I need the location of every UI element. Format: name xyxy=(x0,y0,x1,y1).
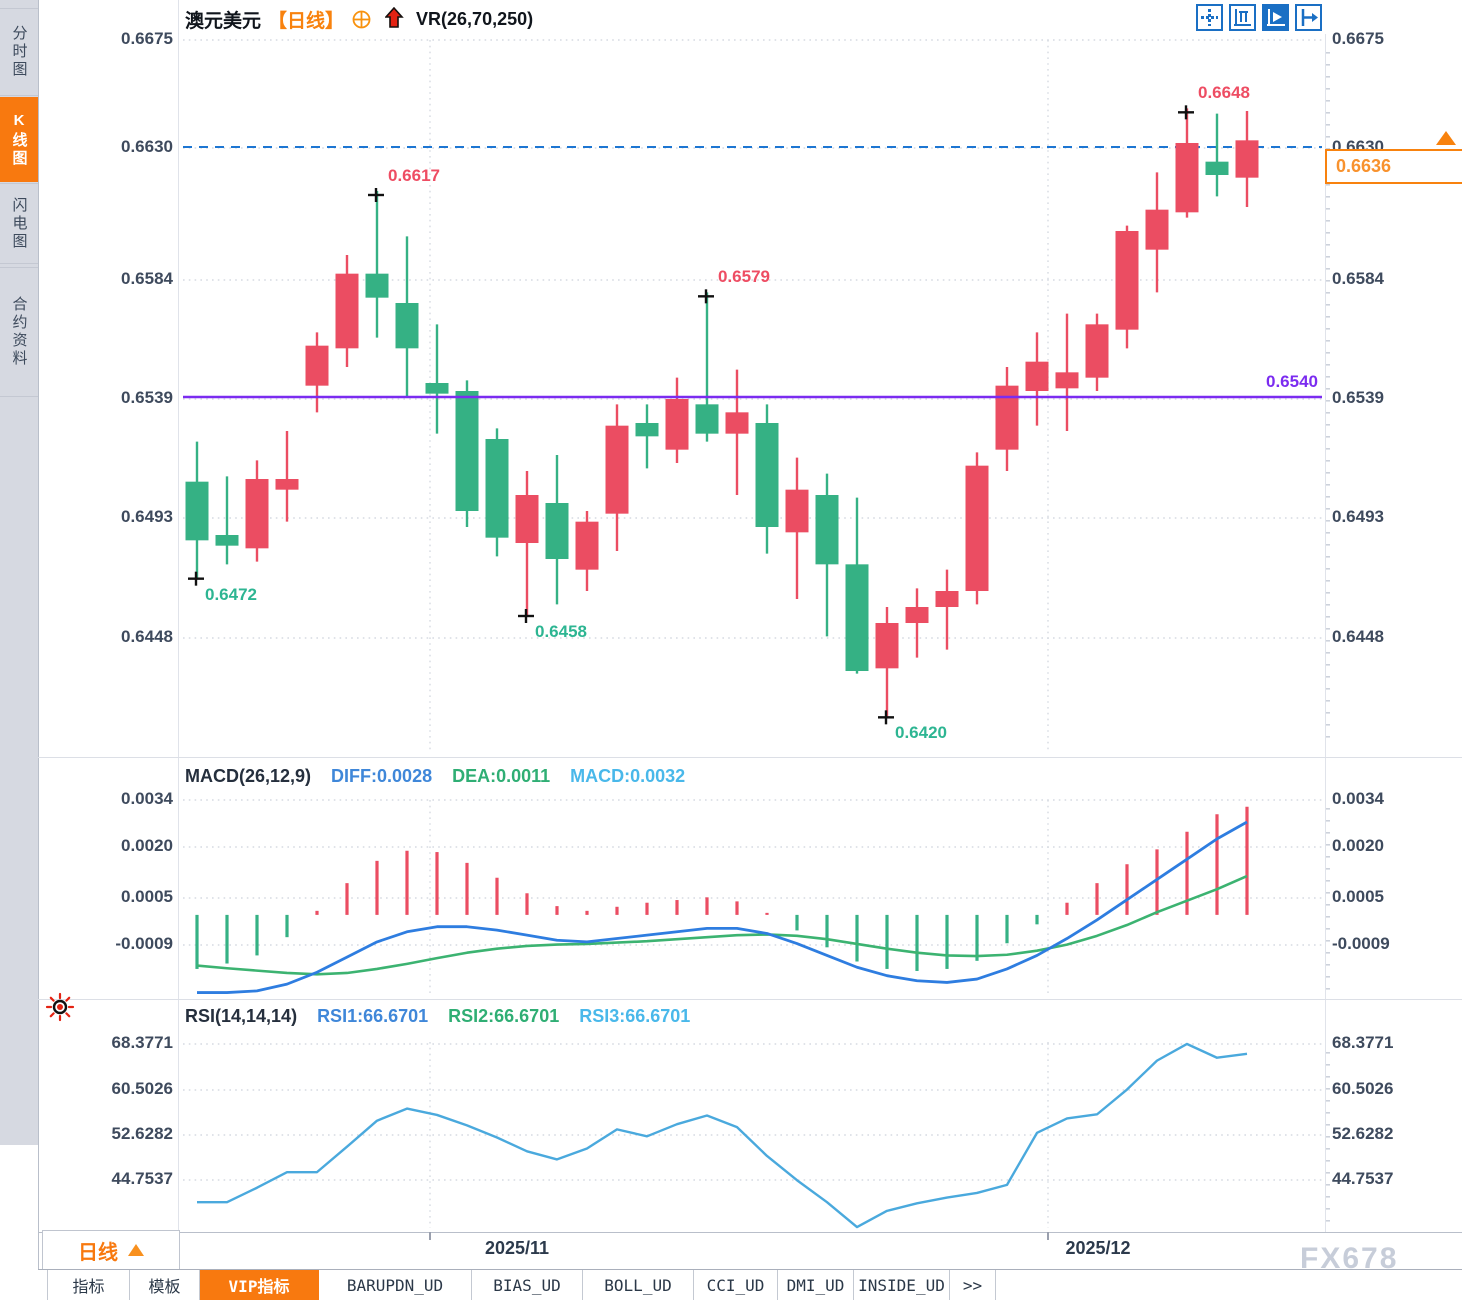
period-label: 日线 xyxy=(78,1241,118,1264)
tab-boll_ud[interactable]: BOLL_UD xyxy=(583,1270,694,1300)
sidebar: 分时图 K线图 闪电图 合约资料 xyxy=(0,0,38,1145)
triangle-up-icon xyxy=(1436,131,1456,145)
indicator-tabbar: 指标 模板 VIP指标 BARUPDN_UD BIAS_UD BOLL_UD CCI_UD D… xyxy=(38,1269,1462,1300)
period-tag: 【日线】 xyxy=(268,10,345,32)
price-tick-label: 0.6448 xyxy=(1332,627,1384,646)
watermark: FX678 xyxy=(1300,1242,1399,1275)
panel-separator-macd xyxy=(38,757,1462,758)
tab-[interactable]: >> xyxy=(950,1270,996,1300)
macd-tick-label: -0.0009 xyxy=(1332,934,1390,953)
shift-right-icon[interactable] xyxy=(1295,4,1322,31)
price-tick-label: 0.6584 xyxy=(1332,269,1384,288)
rsi-tick-label: 44.7537 xyxy=(111,1169,173,1188)
sidebar-item-3[interactable]: 闪电图 xyxy=(0,183,38,264)
macd-tick-label: 0.0034 xyxy=(1332,789,1384,808)
price-tick-label: 0.6493 xyxy=(1332,507,1384,526)
rsi2-value: RSI2:66.6701 xyxy=(448,1006,560,1026)
sun-icon[interactable] xyxy=(44,991,76,1028)
price-annotation: 0.6458 xyxy=(535,622,587,641)
move-icon[interactable] xyxy=(1196,4,1223,31)
macd-header: MACD(26,12,9) DIFF:0.0028 DEA:0.0011 MAC… xyxy=(185,766,685,787)
price-annotation: 0.6579 xyxy=(718,267,770,287)
rsi1-value: RSI1:66.6701 xyxy=(317,1006,429,1026)
macd-tick-label: 0.0020 xyxy=(1332,836,1384,855)
plot-right-border xyxy=(1325,34,1326,1232)
macd-macd-value: MACD:0.0032 xyxy=(570,766,686,786)
rsi-tick-label: 60.5026 xyxy=(111,1079,173,1098)
macd-tick-label: -0.0009 xyxy=(115,934,173,953)
tab-vip[interactable]: VIP指标 xyxy=(200,1270,319,1300)
sidebar-item-1[interactable]: 分时图 xyxy=(0,8,38,96)
axis-scale-icon[interactable] xyxy=(1229,4,1256,31)
x-label-month: 2025/11 xyxy=(484,1238,550,1258)
macd-tick-label: 0.0034 xyxy=(121,789,173,808)
tab-bias_ud[interactable]: BIAS_UD xyxy=(472,1270,583,1300)
rsi-title: RSI(14,14,14) xyxy=(185,1006,298,1026)
panel-separator-rsi xyxy=(38,999,1462,1000)
price-annotation: 0.6472 xyxy=(205,584,257,604)
axis-play-icon[interactable] xyxy=(1262,4,1289,31)
symbol-title: 澳元美元 xyxy=(185,10,262,32)
price-tick-label: 0.6539 xyxy=(1332,388,1384,407)
x-label-month: 2025/12 xyxy=(1065,1238,1131,1258)
price-tick-label: 0.6584 xyxy=(121,269,173,288)
sidebar-item-4[interactable]: 合约资料 xyxy=(0,267,38,397)
tab-[interactable]: 模板 xyxy=(130,1270,200,1300)
rsi-tick-label: 44.7537 xyxy=(1332,1169,1394,1188)
crosshair-circle-icon[interactable] xyxy=(351,9,372,30)
rsi-tick-label: 60.5026 xyxy=(1332,1079,1394,1098)
triangle-up-icon xyxy=(128,1244,144,1256)
tab-inside_ud[interactable]: INSIDE_UD xyxy=(854,1270,950,1300)
price-annotation: 0.6617 xyxy=(388,165,440,185)
macd-tick-label: 0.0005 xyxy=(121,887,173,906)
support-line-label: 0.6540 xyxy=(1266,372,1318,391)
sidebar-divider xyxy=(38,0,39,1300)
chart-toolbar xyxy=(1196,4,1322,31)
sidebar-item-2[interactable]: K线图 xyxy=(0,97,38,182)
price-tick-label: 0.6539 xyxy=(121,388,173,407)
price-tick-label: 0.6493 xyxy=(121,507,173,526)
last-price-tag: 0.6636 xyxy=(1325,149,1462,184)
rsi-tick-label: 68.3771 xyxy=(111,1033,173,1052)
macd-tick-label: 0.0020 xyxy=(121,836,173,855)
rsi-tick-label: 52.6282 xyxy=(111,1124,173,1143)
price-tick-label: 0.6630 xyxy=(121,137,173,156)
tab-[interactable]: 指标 xyxy=(47,1270,130,1300)
rsi3-value: RSI3:66.6701 xyxy=(579,1006,691,1026)
macd-title: MACD(26,12,9) xyxy=(185,766,312,786)
macd-diff-value: DIFF:0.0028 xyxy=(331,766,433,786)
plot-left-border xyxy=(178,0,179,1232)
x-axis-line xyxy=(38,1232,1462,1233)
rsi-header: RSI(14,14,14) RSI1:66.6701 RSI2:66.6701 … xyxy=(185,1006,690,1027)
up-arrow-icon xyxy=(385,7,405,31)
tab-dmi_ud[interactable]: DMI_UD xyxy=(778,1270,854,1300)
chart-header: 澳元美元 【日线】 VR(26,70,250) xyxy=(185,6,533,32)
price-tick-label: 0.6448 xyxy=(121,627,173,646)
price-tick-label: 0.6675 xyxy=(1332,29,1384,48)
price-annotation: 0.6648 xyxy=(1198,83,1250,103)
price-annotation: 0.6420 xyxy=(895,723,947,743)
tab-cci_ud[interactable]: CCI_UD xyxy=(694,1270,778,1300)
indicator-title: VR(26,70,250) xyxy=(416,8,534,29)
tab-barupdn_ud[interactable]: BARUPDN_UD xyxy=(319,1270,472,1300)
rsi-tick-label: 68.3771 xyxy=(1332,1033,1394,1052)
macd-tick-label: 0.0005 xyxy=(1332,887,1384,906)
period-select-button[interactable]: 日线 xyxy=(42,1230,180,1270)
rsi-tick-label: 52.6282 xyxy=(1332,1124,1394,1143)
macd-dea-value: DEA:0.0011 xyxy=(452,766,551,786)
price-tick-label: 0.6675 xyxy=(121,29,173,48)
